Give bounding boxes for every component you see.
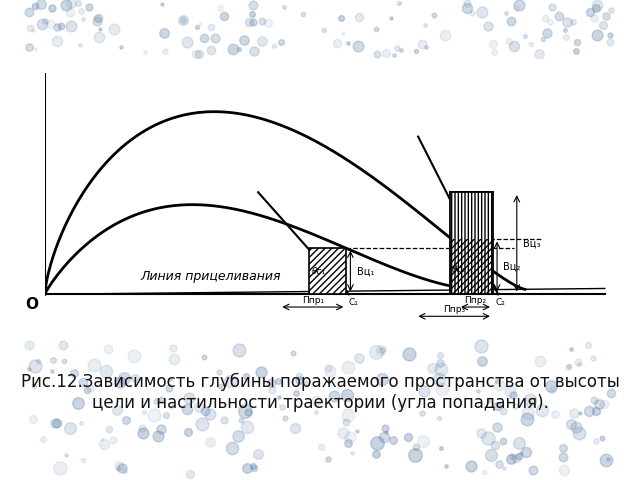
Text: С₂: С₂	[495, 298, 506, 307]
Text: Вц₃: Вц₃	[523, 238, 541, 248]
Text: Вц₁: Вц₁	[357, 266, 374, 276]
Text: Ппр₃: Ппр₃	[443, 305, 465, 314]
Text: Вц₂: Вц₂	[504, 262, 521, 272]
Text: O: O	[25, 297, 38, 312]
Text: Линия прицеливания: Линия прицеливания	[141, 270, 282, 283]
Text: Рис.12.Зависимость глубины поражаемого пространства от высоты
цели и настильност: Рис.12.Зависимость глубины поражаемого п…	[20, 372, 620, 412]
Bar	[450, 192, 493, 294]
Text: Ппр₁: Ппр₁	[301, 296, 324, 305]
Text: θс₂: θс₂	[452, 265, 466, 274]
Text: С₁: С₁	[348, 298, 358, 307]
Bar	[308, 248, 346, 294]
Bar	[450, 239, 493, 294]
Text: Ппр₂: Ппр₂	[465, 296, 486, 305]
Text: θс₁: θс₁	[312, 266, 326, 276]
